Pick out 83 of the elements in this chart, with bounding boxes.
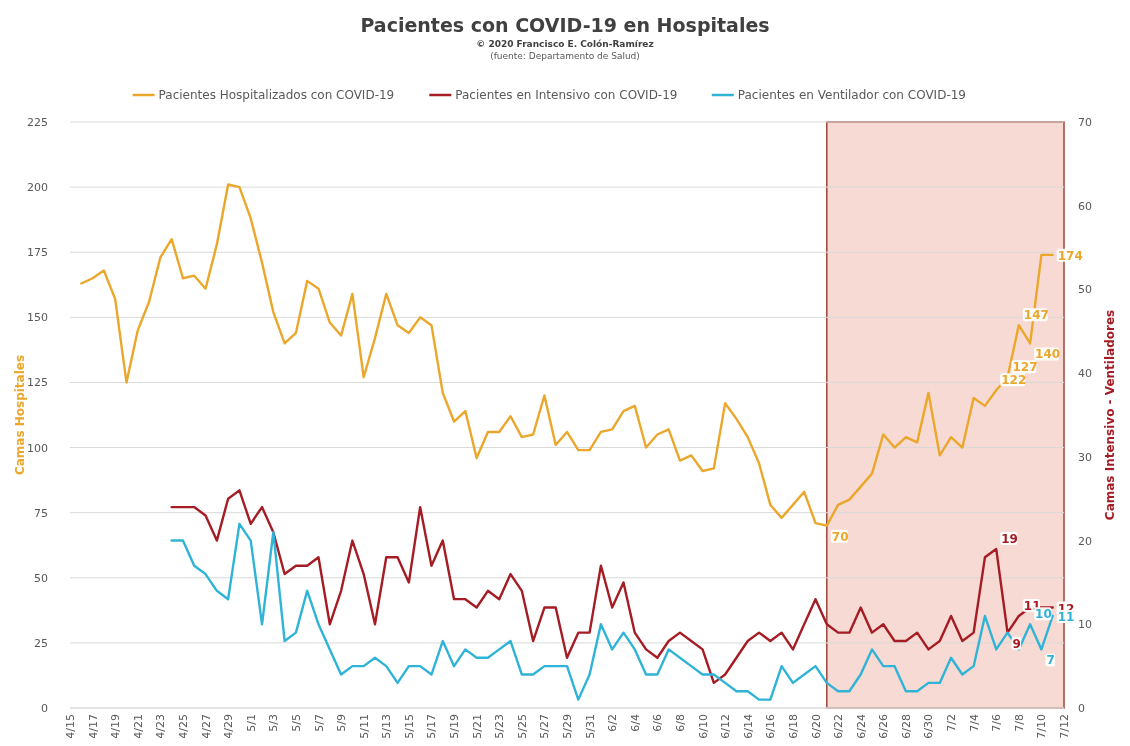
y2-tick-label: 20 (1078, 534, 1092, 548)
y2-tick-label: 0 (1078, 702, 1085, 715)
y-tick-label: 150 (27, 311, 48, 325)
x-tick-label: 7/2 (945, 714, 959, 732)
text: (fuente: Departamento de Salud) (490, 51, 640, 61)
chart-title: Pacientes con COVID-19 en Hospitales (360, 14, 770, 36)
y-tick-label: 200 (27, 181, 48, 195)
x-tick-label: 6/2 (606, 714, 620, 732)
line-series (170, 489, 1054, 685)
x-tick-label: 5/15 (402, 714, 416, 739)
data-label: 9 (1012, 636, 1021, 651)
x-tick-label: 6/18 (786, 714, 800, 739)
x-tick-label: 6/16 (764, 714, 778, 739)
x-tick-label: 5/13 (380, 714, 394, 739)
x-tick-label: 5/29 (561, 714, 574, 739)
x-tick-label: 7/8 (1012, 714, 1026, 732)
x-tick-label: 5/1 (244, 714, 258, 732)
y-axis-title: Camas Hospitales (13, 354, 27, 476)
y2-axis-title: Camas Intensivo - Ventiladores (1103, 309, 1117, 521)
data-label: 174 (1057, 248, 1083, 263)
x-tick-label: 6/14 (741, 714, 755, 739)
legend-label: Pacientes en Intensivo con COVID-19 (455, 88, 678, 102)
x-tick-label: 5/5 (289, 714, 303, 732)
y2-tick-label: 30 (1078, 450, 1092, 464)
x-tick-label: 7/12 (1058, 714, 1071, 739)
y-tick-label: 50 (34, 571, 48, 585)
data-label: 122 (1001, 373, 1027, 388)
x-tick-label: 6/26 (877, 714, 891, 739)
x-tick-label: 7/6 (990, 714, 1004, 732)
y2-tick-label: 60 (1078, 199, 1092, 213)
x-tick-label: 4/23 (154, 714, 168, 739)
x-tick-label: 5/9 (335, 714, 349, 732)
data-label: 7 (1046, 653, 1055, 668)
x-tick-label: 4/17 (86, 714, 100, 739)
x-tick-label: 6/20 (809, 714, 823, 739)
y2-tick-label: 10 (1078, 618, 1092, 632)
x-tick-label: 6/6 (651, 714, 665, 732)
x-tick-label: 7/10 (1035, 714, 1049, 739)
y2-tick-label: 40 (1078, 367, 1092, 381)
data-label: 140 (1035, 347, 1061, 362)
legend-label: Pacientes en Ventilador con COVID-19 (737, 88, 966, 102)
x-tick-label: 5/19 (448, 714, 462, 739)
x-tick-label: 7/4 (967, 714, 981, 732)
x-tick-label: 6/28 (899, 714, 913, 739)
y2-tick-label: 70 (1078, 116, 1092, 129)
x-tick-label: 4/21 (131, 714, 145, 739)
x-tick-label: 5/21 (470, 714, 484, 739)
x-tick-label: 6/30 (922, 714, 936, 739)
y-tick-label: 100 (27, 441, 48, 455)
data-label: 19 (1001, 531, 1018, 546)
x-tick-label: 6/22 (832, 714, 846, 739)
y-tick-label: 75 (34, 506, 48, 520)
x-tick-label: 5/17 (425, 714, 439, 739)
line-series (170, 522, 1054, 701)
x-tick-label: 5/11 (357, 714, 371, 739)
x-tick-label: 6/10 (696, 714, 710, 739)
legend-label: Pacientes Hospitalizados con COVID-19 (158, 88, 395, 102)
x-tick-label: 4/25 (176, 714, 190, 739)
y-tick-label: 0 (41, 702, 48, 715)
y-tick-label: 25 (34, 636, 48, 650)
y2-tick-label: 50 (1078, 283, 1092, 297)
x-tick-label: 5/25 (515, 714, 529, 739)
y-tick-label: 125 (27, 376, 48, 390)
y-tick-label: 175 (27, 246, 48, 260)
x-tick-label: 6/8 (673, 714, 687, 732)
x-tick-label: 5/27 (538, 714, 552, 739)
x-tick-label: 4/29 (222, 714, 236, 739)
x-tick-label: 6/12 (719, 714, 733, 739)
x-tick-label: 4/19 (109, 714, 123, 739)
data-label: 70 (831, 529, 849, 544)
chart-subtitle: © 2020 Francisco E. Colón-Ramírez (476, 39, 654, 49)
x-tick-label: 5/3 (267, 714, 281, 732)
data-label: 10 (1035, 607, 1052, 622)
y-tick-label: 225 (27, 116, 48, 129)
x-tick-label: 4/27 (199, 714, 213, 739)
x-tick-label: 5/23 (493, 714, 507, 739)
x-tick-label: 5/31 (583, 714, 597, 739)
data-label: 127 (1012, 360, 1038, 375)
x-tick-label: 6/4 (628, 714, 642, 732)
x-tick-label: 6/24 (854, 714, 868, 739)
x-tick-label: 4/15 (64, 714, 77, 739)
data-label: 147 (1023, 308, 1049, 323)
x-tick-label: 5/7 (312, 714, 326, 732)
